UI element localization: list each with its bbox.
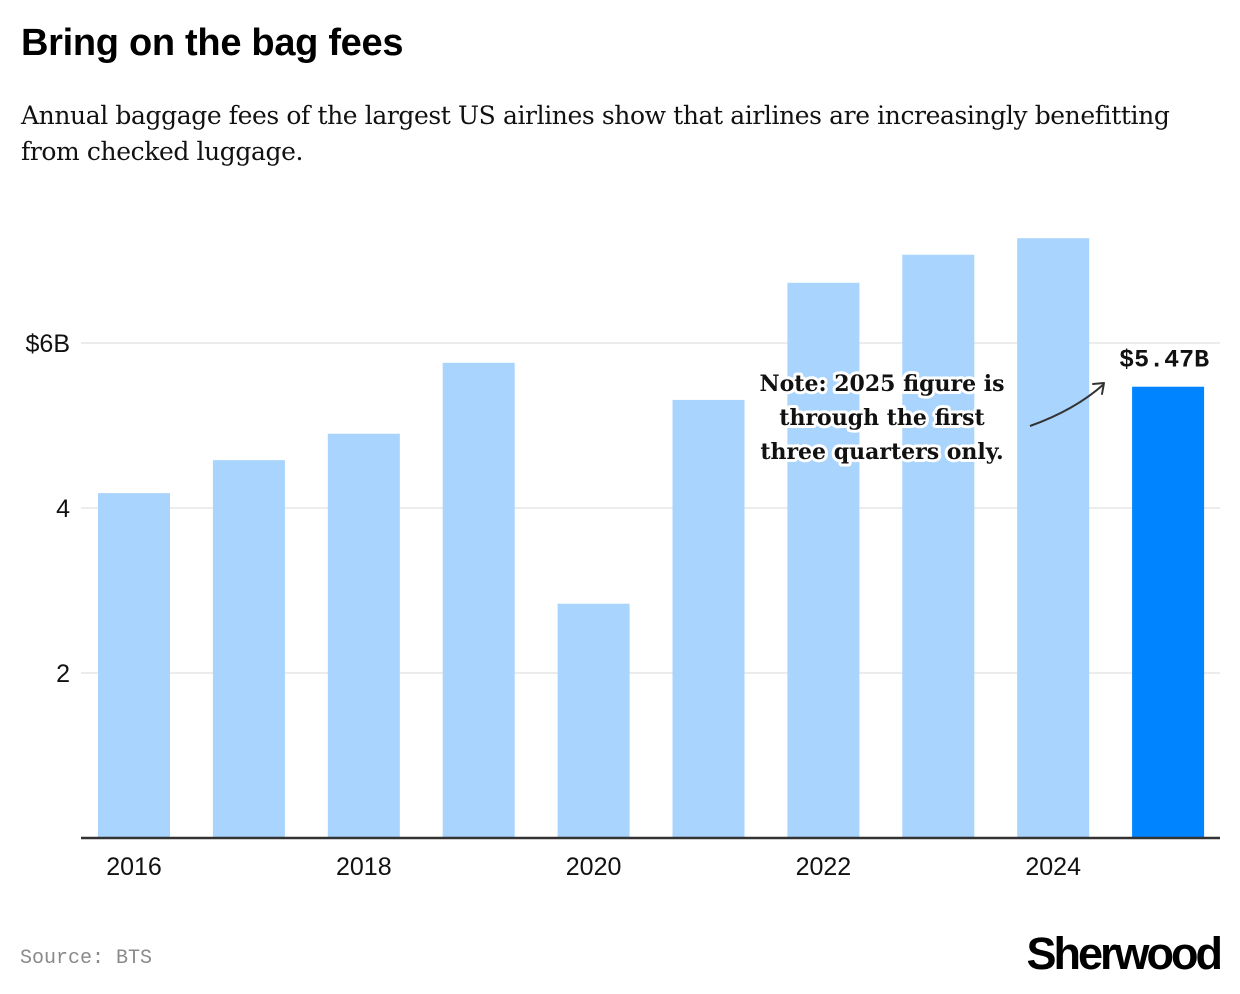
chart-subtitle: Annual baggage fees of the largest US ai… [21, 101, 1170, 166]
x-axis-ticks: 2016 2018 2020 2022 2024 [106, 853, 1081, 881]
x-tick-label: 2016 [106, 853, 162, 881]
annotation-arrowhead-icon [1092, 382, 1105, 395]
bar-2025 [1132, 386, 1205, 838]
x-tick-label: 2020 [566, 853, 622, 881]
bar-2020 [557, 603, 630, 838]
annotation-note: Note: 2025 figure is through the first thr… [760, 371, 1005, 465]
y-tick-label: 4 [56, 495, 70, 523]
annotation-arrow-icon [1029, 383, 1105, 427]
bar-2024 [1017, 238, 1090, 839]
bar-2016 [98, 493, 170, 838]
y-axis-ticks: 2 4 $6B [26, 330, 71, 688]
annotation: Note: 2025 figure is through the first thr… [757, 368, 1105, 468]
annotation-line: through the first [779, 405, 985, 431]
x-tick-label: 2022 [796, 853, 852, 881]
bar-2019 [442, 362, 515, 838]
x-tick-label: 2018 [336, 853, 392, 881]
bar-2018 [327, 433, 400, 838]
bars [98, 238, 1205, 839]
y-tick-label: $6B [26, 330, 70, 358]
bar-2021 [672, 399, 745, 838]
x-tick-label: 2024 [1025, 853, 1081, 881]
source-note: Source: BTS [20, 947, 153, 970]
value-label-2025: $5.47B [1119, 346, 1209, 375]
bar-2022 [787, 282, 860, 838]
annotation-line: three quarters only. [760, 439, 1003, 465]
y-tick-label: 2 [56, 660, 70, 688]
annotation-line: Note: 2025 figure is [760, 371, 1005, 397]
chart-title: Bring on the bag fees [21, 22, 404, 64]
brand-logo: Sherwood [1026, 928, 1223, 979]
bar-2017 [212, 460, 285, 838]
bar-2023 [902, 254, 975, 839]
